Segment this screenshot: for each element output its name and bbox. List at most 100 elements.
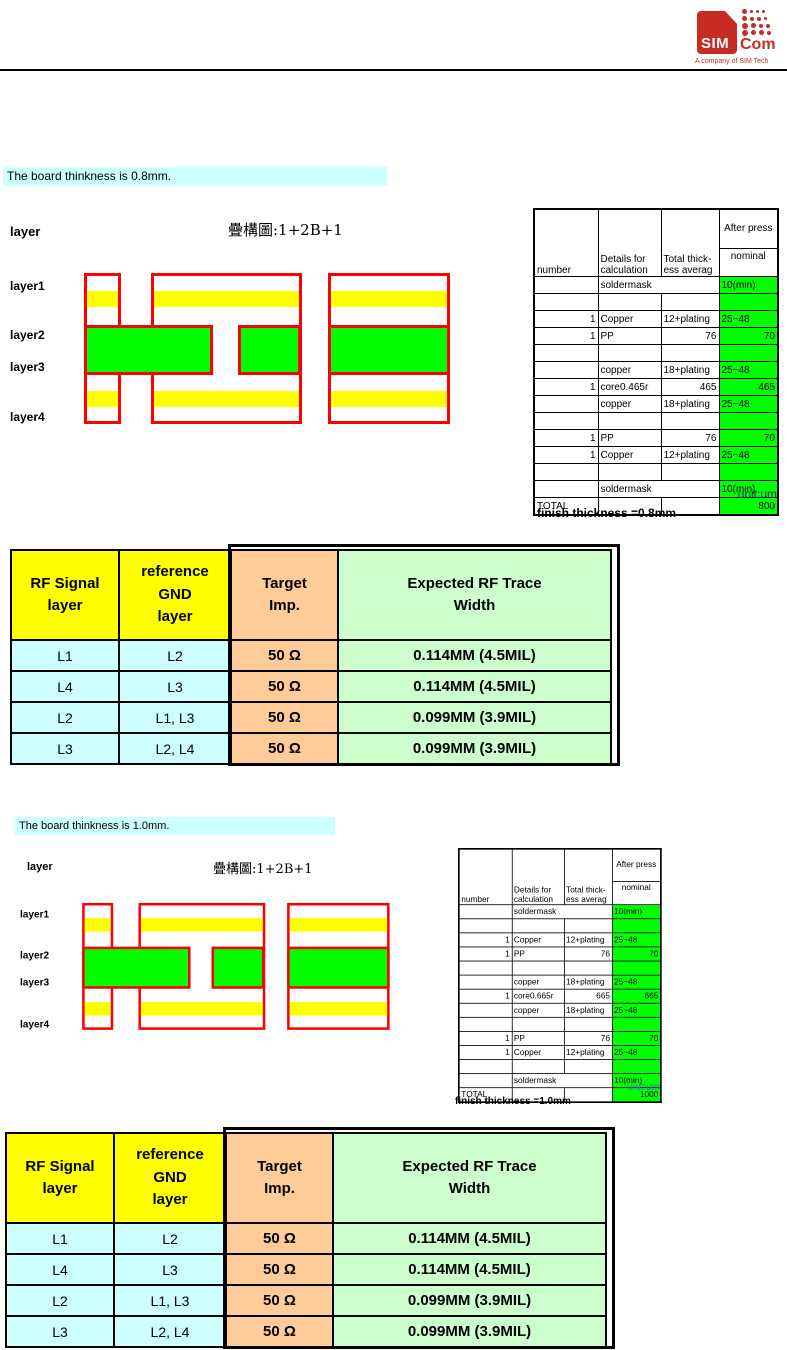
stackup-row bbox=[533, 412, 779, 430]
stackup-header-number: number bbox=[533, 208, 599, 277]
stackup-cell: 1000 bbox=[611, 1087, 662, 1103]
rf-header-width: Expected RF Trace Width bbox=[332, 1132, 607, 1224]
stackup-cell: soldermask bbox=[511, 904, 613, 920]
rf-cell: L4 bbox=[10, 670, 120, 703]
rf-cell: 0.099MM (3.9MIL) bbox=[337, 701, 612, 734]
layer-label: layer1 bbox=[20, 908, 50, 920]
rf-impedance-table: RF Signal layer reference GND layer Targ… bbox=[10, 549, 612, 765]
stackup-cell: soldermask bbox=[511, 1073, 613, 1089]
stackup-cell bbox=[597, 293, 662, 311]
stackup-cell: 665 bbox=[563, 988, 613, 1004]
stackup-cell bbox=[563, 1016, 613, 1032]
stackup-header-total: Total thick- ess averag bbox=[660, 208, 720, 277]
stackup-cell: 25~48 bbox=[611, 1045, 662, 1060]
rf-cell: L2 bbox=[113, 1222, 227, 1255]
rf-cell: 50 Ω bbox=[230, 639, 339, 672]
rf-cell: L2, L4 bbox=[118, 732, 232, 765]
stackup-cell bbox=[533, 412, 599, 430]
stackup-title: 疊構圖:1+2B+1 bbox=[228, 221, 343, 239]
rf-row: L2 L1, L3 50 Ω 0.099MM (3.9MIL) bbox=[5, 1284, 607, 1317]
core-bar bbox=[84, 325, 213, 375]
stackup-cell: 465 bbox=[718, 378, 779, 396]
logo-dot-row bbox=[742, 16, 771, 21]
stackup-cell bbox=[563, 1059, 613, 1075]
rf-table-body: L1 L2 50 Ω 0.114MM (4.5MIL) L4 L3 50 Ω 0.114MM … bbox=[5, 1222, 607, 1348]
stackup-cell: 25~48 bbox=[718, 446, 779, 464]
rf-cell: 50 Ω bbox=[225, 1315, 334, 1348]
stackup-cell: 1 bbox=[458, 988, 513, 1004]
stackup-row: soldermask 10(min) bbox=[533, 480, 779, 498]
stackup-cell: 25~48 bbox=[718, 395, 779, 413]
stackup-cell: 70 bbox=[611, 1030, 662, 1046]
rf-cell: 50 Ω bbox=[225, 1253, 334, 1286]
rf-cell: 0.099MM (3.9MIL) bbox=[337, 732, 612, 765]
core-bar bbox=[211, 946, 265, 989]
rf-cell: 50 Ω bbox=[230, 701, 339, 734]
after-press-label: After press bbox=[616, 860, 657, 870]
logo-dots-icon bbox=[742, 9, 771, 36]
logo-dot-row bbox=[742, 29, 771, 36]
rf-cell: L2 bbox=[5, 1284, 115, 1317]
rf-row: L4 L3 50 Ω 0.114MM (4.5MIL) bbox=[5, 1253, 607, 1286]
stackup-cell bbox=[611, 1059, 662, 1075]
rf-cell: L1 bbox=[10, 639, 120, 672]
rf-header-impedance: Target Imp. bbox=[230, 549, 339, 641]
stackup-cell bbox=[597, 412, 662, 430]
stackup-row: 1 core0.665r 665 665 bbox=[458, 988, 662, 1004]
stackup-table-body: soldermask 10(min) 1 Copper 12+plating 25~48 1… bbox=[458, 904, 662, 1103]
rf-cell: L1, L3 bbox=[113, 1284, 227, 1317]
stackup-cell: copper bbox=[511, 1002, 565, 1018]
rf-cell: L1 bbox=[5, 1222, 115, 1255]
logo-dot bbox=[742, 9, 747, 14]
stackup-cell: 76 bbox=[660, 327, 720, 345]
layer-label: layer2 bbox=[10, 328, 45, 342]
stackup-cell bbox=[458, 1016, 513, 1032]
rf-cell: L2 bbox=[118, 639, 232, 672]
stackup-cell bbox=[511, 960, 565, 976]
stackup-cell: 25~48 bbox=[718, 310, 779, 328]
stackup-cell: 12+plating bbox=[563, 1045, 613, 1060]
stackup-row: 1 PP 76 70 bbox=[458, 1030, 662, 1046]
finish-thickness-label: finish thickness =0.8mm bbox=[537, 506, 677, 520]
rf-cell: L3 bbox=[118, 670, 232, 703]
stackup-cell bbox=[611, 1016, 662, 1032]
logo-dot bbox=[756, 10, 759, 13]
layer-label: layer4 bbox=[20, 1018, 50, 1030]
stackup-cell bbox=[458, 1002, 513, 1018]
stackup-table: number Details for calculation Total thi… bbox=[533, 208, 779, 516]
stackup-cell bbox=[660, 412, 720, 430]
board-thickness-banner: The board thinkness is 0.8mm. bbox=[3, 167, 387, 186]
stackup-cell: 1 bbox=[458, 1030, 513, 1046]
stackup-cell: 25~48 bbox=[611, 932, 662, 948]
stackup-cell bbox=[611, 960, 662, 976]
stackup-row: copper 18+plating 25~48 bbox=[458, 974, 662, 990]
stackup-cell: 18+plating bbox=[563, 1002, 613, 1018]
stackup-table-container: number Details for calculation Total thi… bbox=[458, 848, 662, 1104]
stackup-cell: 70 bbox=[611, 946, 662, 962]
rf-cell: L4 bbox=[5, 1253, 115, 1286]
stackup-cell: 12+plating bbox=[660, 310, 720, 328]
rf-header-gnd: reference GND layer bbox=[113, 1132, 227, 1224]
copper-bottom-bar bbox=[289, 1002, 388, 1016]
copper-top-bar bbox=[331, 291, 447, 307]
rf-cell: 0.114MM (4.5MIL) bbox=[337, 639, 612, 672]
stackup-table-body: soldermask 10(min) 1 Copper 12+plating 25~48 1… bbox=[533, 276, 779, 516]
core-bar bbox=[82, 946, 191, 989]
stackup-table: number Details for calculation Total thi… bbox=[458, 848, 662, 1104]
core-bar bbox=[238, 325, 301, 375]
rf-cell: 50 Ω bbox=[230, 670, 339, 703]
stackup-cell bbox=[611, 918, 662, 934]
stackup-cell: 70 bbox=[718, 327, 779, 345]
stackup-cell: copper bbox=[511, 974, 565, 990]
rf-row: L1 L2 50 Ω 0.114MM (4.5MIL) bbox=[10, 639, 612, 672]
logo-sim-text: SIM bbox=[701, 35, 730, 52]
rf-header-row: RF Signal layer reference GND layer Targ… bbox=[10, 549, 612, 641]
stackup-cell bbox=[660, 344, 720, 362]
stackup-row bbox=[458, 918, 662, 934]
rf-table-body: L1 L2 50 Ω 0.114MM (4.5MIL) L4 L3 50 Ω 0.114MM … bbox=[10, 639, 612, 765]
stackup-cell bbox=[458, 974, 513, 990]
stackup-row: 1 core0.465r 465 465 bbox=[533, 378, 779, 396]
rf-cell: L3 bbox=[113, 1253, 227, 1286]
copper-top-bar bbox=[140, 918, 263, 932]
stackup-row: 1 Copper 12+plating 25~48 bbox=[533, 310, 779, 328]
